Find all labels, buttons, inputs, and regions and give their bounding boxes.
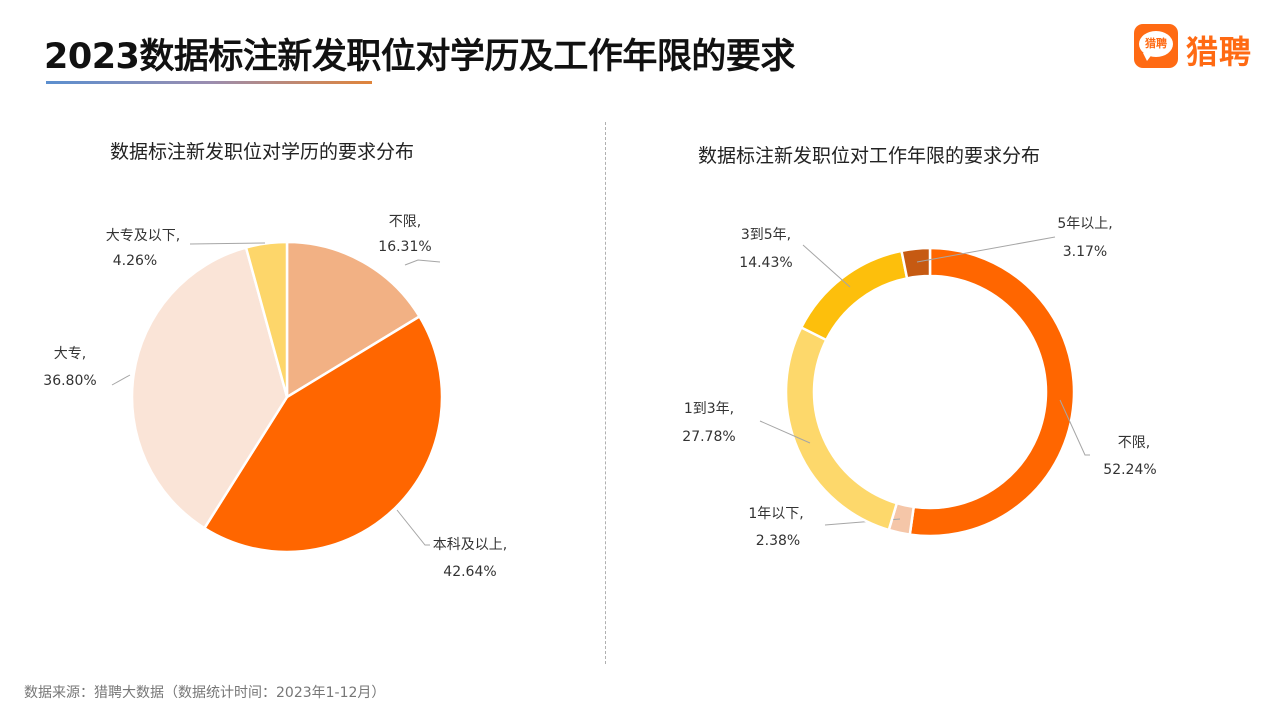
logo-chat-bubble-icon: 猎聘 [1134, 24, 1178, 68]
leader-line [404, 259, 441, 266]
slice-value-label: 16.31% [378, 239, 431, 255]
leader-line [396, 509, 430, 546]
slice-category-label: 1到3年, [684, 401, 734, 417]
leader-line [111, 374, 131, 386]
slice-category-label: 大专及以下, [106, 228, 180, 244]
data-source-note: 数据来源：猎聘大数据（数据统计时间：2023年1-12月） [24, 685, 386, 701]
pie-slice [285, 240, 422, 400]
slice-value-label: 4.26% [113, 253, 157, 269]
slice-category-label: 大专, [54, 346, 86, 362]
slice-category-label: 不限, [389, 214, 421, 230]
slice-category-label: 不限, [1118, 435, 1150, 451]
slice-value-label: 42.64% [443, 564, 496, 580]
education-pie-chart: 不限, 16.31% 本科及以上, 42.64% 大专, 36.80% 大专及以下, 4.26… [43, 214, 507, 580]
slice-value-label: 52.24% [1103, 462, 1156, 478]
slice-value-label: 14.43% [739, 255, 792, 271]
donut-segment [799, 249, 909, 342]
dashed-divider [605, 122, 606, 664]
leader-line [802, 244, 851, 288]
leader-line [189, 242, 266, 245]
pie-slice [202, 314, 444, 554]
slice-category-label: 1年以下, [748, 506, 803, 522]
education-chart-title: 数据标注新发职位对学历的要求分布 [110, 141, 415, 163]
donut-segment [900, 246, 932, 280]
donut-segment [908, 246, 1076, 538]
slice-value-label: 2.38% [756, 533, 800, 549]
pie-slice [130, 245, 289, 530]
slice-category-label: 5年以上, [1057, 216, 1112, 232]
leader-line [759, 420, 811, 444]
slice-value-label: 3.17% [1063, 244, 1107, 260]
title-underline [46, 81, 372, 84]
logo-text: 猎聘 [1186, 33, 1253, 71]
donut-segment [784, 325, 899, 532]
leader-line [916, 236, 1056, 263]
page-title: 2023数据标注新发职位对学历及工作年限的要求 [44, 37, 795, 77]
experience-chart-title: 数据标注新发职位对工作年限的要求分布 [698, 145, 1041, 167]
slice-category-label: 3到5年, [741, 227, 791, 243]
slice-category-label: 本科及以上, [433, 537, 507, 553]
slice-value-label: 36.80% [43, 373, 96, 389]
logo-icon-text: 猎聘 [1139, 31, 1173, 57]
leader-line [1059, 399, 1090, 456]
experience-donut-chart: 不限, 52.24% 1年以下, 2.38% 1到3年, 27.78% 3到5年, 14.43… [682, 216, 1156, 549]
pie-slice [244, 240, 289, 398]
liepin-logo: 猎聘 猎聘 [1134, 24, 1254, 71]
slice-value-label: 27.78% [682, 429, 735, 445]
